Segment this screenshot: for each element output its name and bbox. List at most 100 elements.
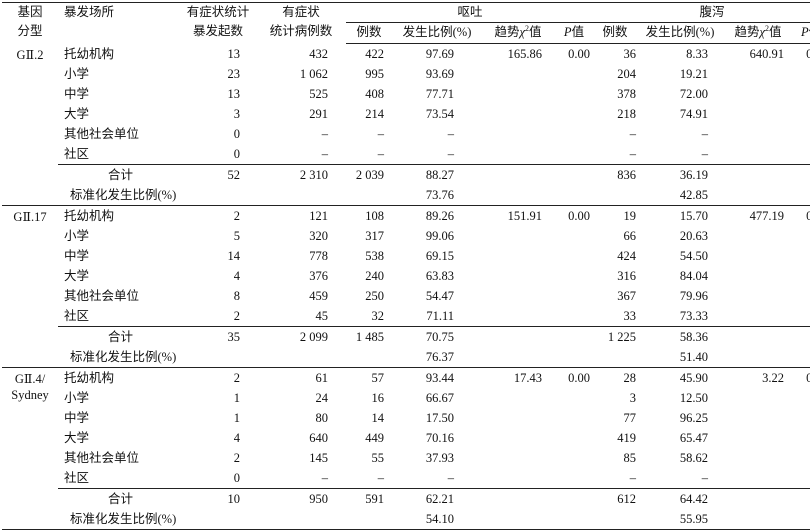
diarrhea-p-cell	[792, 468, 810, 489]
header-venue: 暴发场所	[64, 5, 115, 19]
diarrhea-trend-cell: 3.22	[762, 371, 785, 385]
vomit-trend-cell: 151.91	[507, 209, 542, 223]
diarrhea-trend-cell	[724, 306, 792, 327]
total-outbreaks: 35	[180, 326, 256, 347]
vomit-trend-cell	[482, 226, 554, 246]
outbreaks-cell: 2	[233, 451, 240, 465]
diarrhea-p-cell	[792, 428, 810, 448]
table-header: 基因 分型 暴发场所 有症状统计 暴发起数 有症状 统计病例数 呕吐 腹泻 例数…	[2, 2, 810, 44]
outbreaks-cell: 1	[233, 391, 240, 405]
diarrhea-ratio-cell: 96.25	[679, 411, 709, 425]
table-row: 小学 1 24 16 66.67 3 12.50	[2, 388, 810, 408]
empty-cell	[554, 509, 595, 530]
diarrhea-trend-cell: 477.19	[749, 209, 785, 223]
outbreaks-cell: 3	[233, 107, 240, 121]
header-outbreaks: 有症状统计 暴发起数	[180, 3, 256, 44]
diarrhea-p-cell	[792, 266, 810, 286]
table-row: 其他社会单位 8 459 250 54.47 367 79.96	[2, 286, 810, 306]
vomit-p-cell	[554, 408, 594, 428]
total-cases: 2 310	[256, 164, 346, 185]
venue-cell: 托幼机构	[64, 371, 115, 385]
total-row: 合计 10 950 591 62.21 612 64.42	[2, 488, 810, 509]
diarrhea-ratio-cell: 65.47	[679, 431, 709, 445]
diarrhea-ratio-cell: 20.63	[679, 229, 709, 243]
cases-cell: 778	[309, 249, 328, 263]
empty-cell	[256, 185, 346, 206]
diarrhea-ratio-cell: 19.21	[679, 67, 709, 81]
vomit-ratio-cell: 70.16	[425, 431, 454, 445]
diarrhea-p-cell	[792, 388, 810, 408]
cases-cell: –	[321, 147, 328, 161]
header-diarrhea-count: 例数	[594, 22, 637, 44]
empty-cell	[180, 185, 256, 206]
genotype-label: GⅡ.17	[13, 210, 47, 224]
standardized-diarrhea-ratio: 42.85	[636, 185, 725, 206]
outbreaks-cell: 2	[233, 309, 240, 323]
outbreaks-cell: 0	[233, 147, 240, 161]
vomit-ratio-cell: 89.26	[425, 209, 454, 223]
table-row: 中学 14 778 538 69.15 424 54.50	[2, 246, 810, 266]
total-cases: 950	[256, 488, 346, 509]
vomit-ratio-cell: 99.06	[425, 229, 454, 243]
diarrhea-ratio-cell: 84.04	[679, 269, 709, 283]
empty-cell	[482, 347, 554, 368]
total-diarrhea-ratio: 58.36	[636, 326, 725, 347]
vomit-trend-cell	[482, 84, 554, 104]
vomit-trend-cell	[482, 428, 554, 448]
vomit-count-cell: 317	[365, 229, 384, 243]
diarrhea-p-cell	[792, 408, 810, 428]
vomit-p-cell	[554, 226, 594, 246]
vomit-ratio-cell: –	[447, 147, 454, 161]
table-row: 中学 13 525 408 77.71 378 72.00	[2, 84, 810, 104]
empty-cell	[792, 164, 810, 185]
header-genotype-line2: 分型	[17, 24, 43, 38]
diarrhea-trend-cell	[724, 448, 792, 468]
total-vomit-count: 1 485	[346, 326, 392, 347]
empty-cell	[180, 509, 256, 530]
empty-cell	[256, 347, 346, 368]
header-cases-line1: 有症状	[282, 5, 320, 19]
diarrhea-trend-cell	[724, 64, 792, 84]
diarrhea-ratio-cell: –	[701, 471, 709, 485]
vomit-count-cell: 240	[365, 269, 384, 283]
standardized-vomit-ratio: 73.76	[392, 185, 482, 206]
vomit-ratio-cell: 63.83	[425, 269, 454, 283]
empty-cell	[554, 347, 595, 368]
cases-cell: 121	[309, 209, 328, 223]
empty-cell	[180, 347, 256, 368]
vomit-ratio-cell: –	[447, 471, 454, 485]
cases-cell: 432	[309, 46, 328, 61]
vomit-count-cell: 449	[365, 431, 384, 445]
vomit-ratio-cell: 17.50	[425, 411, 454, 425]
total-vomit-ratio: 88.27	[392, 164, 482, 185]
vomit-trend-cell: 17.43	[513, 371, 542, 385]
table-row: GⅡ.17 托幼机构 2 121 108 89.26 151.91 0.00 19 15.70 47…	[2, 205, 810, 368]
empty-cell	[482, 488, 554, 509]
diarrhea-trend-cell	[724, 468, 792, 489]
vomit-p-cell	[554, 428, 594, 448]
vomit-p-cell	[554, 84, 594, 104]
header-outbreaks-line1: 有症状统计	[186, 5, 250, 19]
diarrhea-p-cell	[792, 104, 810, 124]
venue-cell: 大学	[64, 431, 90, 445]
cases-cell: 291	[309, 107, 328, 121]
total-label: 合计	[58, 164, 180, 185]
outbreaks-cell: 0	[233, 471, 240, 485]
table-row: GⅡ.2 托幼机构 13 432 422 97.69 165.86 0.00 36 8.33 640…	[2, 43, 810, 206]
diarrhea-p-cell	[792, 246, 810, 266]
venue-cell: 大学	[64, 269, 90, 283]
cases-cell: 1 062	[299, 67, 328, 81]
outbreaks-cell: 4	[233, 269, 240, 283]
vomit-trend-cell	[482, 306, 554, 327]
standardized-vomit-ratio: 54.10	[392, 509, 482, 530]
venue-cell: 其他社会单位	[64, 127, 140, 141]
table-row: 大学 4 376 240 63.83 316 84.04	[2, 266, 810, 286]
genotype-label: GⅡ.2	[16, 47, 44, 62]
outbreaks-cell: 2	[233, 209, 240, 223]
vomit-ratio-cell: 54.47	[425, 289, 454, 303]
diarrhea-p-cell	[792, 84, 810, 104]
vomit-ratio-cell: 66.67	[425, 391, 454, 405]
standardized-vomit-ratio: 76.37	[392, 347, 482, 368]
vomit-trend-cell	[482, 246, 554, 266]
